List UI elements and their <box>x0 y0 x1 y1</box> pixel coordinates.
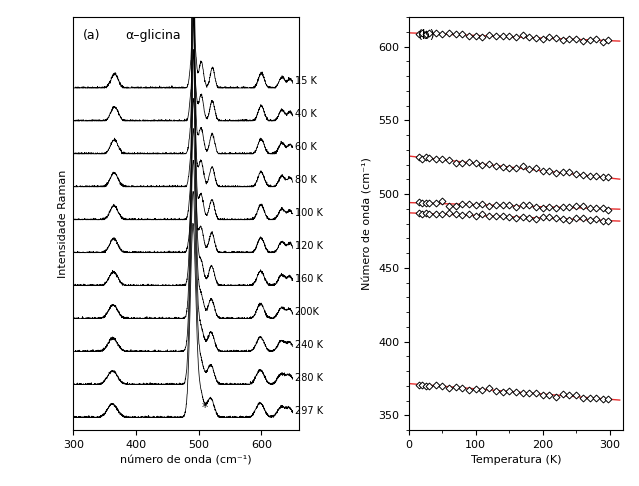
X-axis label: Temperatura (K): Temperatura (K) <box>471 455 561 466</box>
Text: 240 K: 240 K <box>295 340 323 350</box>
Text: 60 K: 60 K <box>295 142 316 152</box>
Text: 40 K: 40 K <box>295 109 316 120</box>
Text: 200K: 200K <box>295 307 320 317</box>
Text: 120 K: 120 K <box>295 241 323 251</box>
Y-axis label: Número de onda (cm⁻¹): Número de onda (cm⁻¹) <box>362 157 373 290</box>
Text: (b): (b) <box>417 29 435 42</box>
Text: α–glicina: α–glicina <box>125 29 181 42</box>
Text: *: * <box>202 401 208 415</box>
Text: 80 K: 80 K <box>295 175 316 185</box>
Text: (a): (a) <box>82 29 100 42</box>
X-axis label: número de onda (cm⁻¹): número de onda (cm⁻¹) <box>120 455 252 466</box>
Text: 15 K: 15 K <box>295 76 316 87</box>
Text: 100 K: 100 K <box>295 208 323 218</box>
Text: 297 K: 297 K <box>295 406 323 416</box>
Text: 160 K: 160 K <box>295 274 323 284</box>
Y-axis label: Intensidade Raman: Intensidade Raman <box>58 170 68 278</box>
Text: 280 K: 280 K <box>295 373 323 383</box>
